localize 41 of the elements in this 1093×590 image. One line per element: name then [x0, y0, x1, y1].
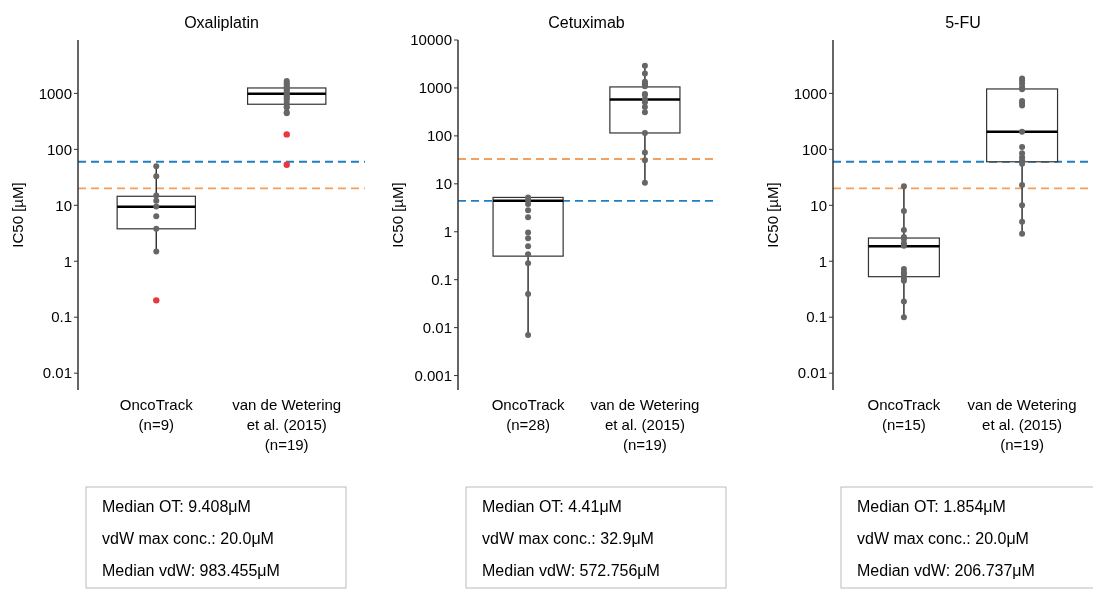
text: Median OT: 4.41μM — [482, 498, 622, 515]
y-axis-title: IC50 [µM] — [9, 182, 26, 248]
x-tick-label: van de Wetering et al. (2015) (n=19) — [232, 396, 342, 453]
x-tick-label: van de Wetering et al. (2015) (n=19) — [967, 396, 1077, 453]
y-tick-label: 1 — [818, 252, 827, 270]
y-tick-label: 100 — [801, 140, 827, 158]
chart-title: 5-FU — [945, 14, 981, 31]
y-tick-label: 10 — [435, 175, 452, 193]
text: vdW max conc.: 32.9μM — [482, 530, 654, 547]
y-tick-label: 1000 — [38, 84, 72, 102]
y-tick-label: 0.001 — [414, 366, 452, 384]
y-tick-label: 100 — [426, 127, 452, 145]
y-tick-label: 1000 — [418, 79, 452, 97]
y-tick-label: 10 — [810, 196, 827, 214]
y-axis-title: IC50 [µM] — [389, 182, 406, 248]
x-tick-label: van de Wetering et al. (2015) (n=19) — [590, 396, 700, 453]
y-tick-label: 0.1 — [51, 308, 72, 326]
text: Median vdW: 572.756μM — [482, 562, 660, 579]
y-tick-label: 0.01 — [422, 318, 452, 336]
chart-title: Oxaliplatin — [184, 14, 259, 31]
chart-title: Cetuximab — [548, 14, 625, 31]
x-tick-label: OncoTrack (n=28) — [491, 396, 565, 433]
text: Median OT: 1.854μM — [857, 498, 1006, 515]
y-tick-label: 1 — [443, 223, 452, 240]
text: Median vdW: 983.455μM — [102, 562, 280, 579]
y-tick-label: 0.1 — [806, 308, 827, 326]
text: Median vdW: 206.737μM — [857, 562, 1035, 579]
y-tick-label: 1 — [63, 252, 72, 270]
y-axis-title: IC50 [µM] — [764, 182, 781, 248]
y-tick-label: 10 — [55, 196, 72, 214]
y-tick-label: 100 — [46, 140, 72, 158]
y-tick-label: 0.1 — [431, 270, 452, 288]
y-tick-label: 1000 — [793, 84, 827, 102]
text: vdW max conc.: 20.0μM — [102, 530, 274, 547]
y-tick-label: 10000 — [410, 31, 452, 49]
y-tick-label: 0.01 — [42, 364, 72, 382]
x-tick-label: OncoTrack (n=9) — [119, 396, 194, 433]
y-tick-label: 0.01 — [797, 364, 827, 382]
text: Median OT: 9.408μM — [102, 498, 251, 515]
text: vdW max conc.: 20.0μM — [857, 530, 1029, 547]
x-tick-label: OncoTrack (n=15) — [867, 396, 941, 433]
